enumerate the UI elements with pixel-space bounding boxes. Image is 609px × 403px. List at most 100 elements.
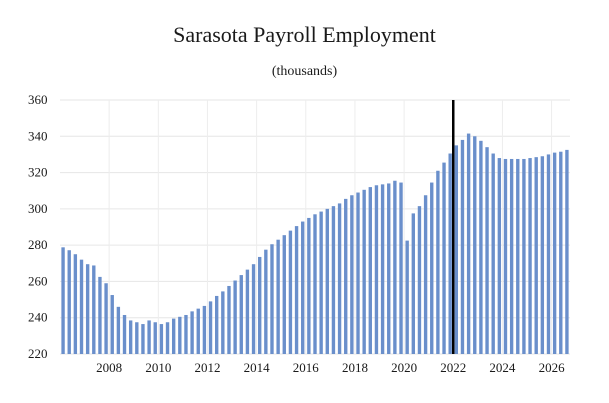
bar (135, 322, 139, 354)
bar (110, 295, 114, 354)
bar (448, 153, 452, 354)
bar (423, 195, 428, 354)
bar (141, 324, 145, 354)
bar (122, 314, 127, 354)
bar (559, 151, 563, 354)
bar (233, 280, 237, 354)
bar (319, 211, 323, 354)
bar (405, 240, 409, 354)
y-tick-label: 320 (28, 165, 48, 180)
bar (313, 214, 317, 354)
bar (239, 275, 243, 354)
bar (344, 198, 348, 354)
chart-title: Sarasota Payroll Employment (173, 22, 436, 47)
bar (528, 158, 532, 354)
y-axis-ticks: 220 240 260 280 300 320 340 360 (28, 92, 48, 361)
bar (485, 147, 489, 354)
bar (540, 156, 545, 354)
y-tick-label: 220 (28, 346, 48, 361)
y-tick-label: 260 (28, 273, 48, 288)
bar (331, 206, 336, 354)
bar (159, 324, 164, 354)
chart-subtitle: (thousands) (271, 64, 338, 79)
bar (516, 158, 520, 354)
bar (208, 301, 213, 354)
bar (92, 265, 96, 354)
bar (454, 145, 459, 354)
x-tick-label: 2016 (293, 360, 320, 375)
bar (288, 230, 293, 354)
bar (522, 158, 526, 354)
x-axis-ticks: 2008 2010 2012 2014 2016 2018 2020 2022 2024 2026 (96, 360, 565, 375)
bar (368, 187, 372, 354)
bar (251, 264, 256, 354)
bar (460, 139, 465, 354)
x-tick-label: 2026 (539, 360, 566, 375)
bar (294, 226, 299, 354)
bar (350, 195, 354, 354)
bar (116, 306, 121, 354)
bar (417, 206, 422, 354)
bar (128, 320, 133, 354)
bar (399, 182, 403, 354)
bar (479, 140, 483, 354)
x-tick-label: 2018 (342, 360, 368, 375)
bar (473, 136, 477, 354)
bar (307, 217, 311, 354)
bar (509, 158, 514, 354)
bar (362, 189, 366, 354)
bar (387, 183, 391, 354)
bar (546, 154, 551, 354)
bar (190, 311, 194, 354)
bar (165, 322, 170, 354)
y-tick-label: 280 (28, 237, 48, 252)
bar (171, 318, 176, 354)
bar (196, 308, 200, 354)
bar (565, 149, 569, 354)
x-tick-label: 2012 (194, 360, 220, 375)
bar (503, 158, 508, 354)
bar (214, 295, 219, 354)
bar (380, 184, 385, 354)
bar (337, 203, 342, 354)
bar (85, 264, 90, 354)
bar (61, 247, 65, 354)
x-tick-label: 2014 (244, 360, 271, 375)
x-tick-label: 2024 (489, 360, 516, 375)
bar (534, 157, 538, 354)
bar (436, 170, 440, 354)
bar (221, 291, 225, 354)
bar (258, 256, 262, 354)
bar (325, 208, 329, 354)
bar (270, 244, 274, 354)
y-tick-label: 340 (28, 128, 48, 143)
bar (79, 259, 84, 354)
bar (374, 185, 379, 354)
bar (153, 322, 157, 354)
x-tick-label: 2008 (96, 360, 122, 375)
bar (393, 180, 397, 354)
bar (442, 162, 446, 354)
y-tick-label: 240 (28, 310, 48, 325)
bar (73, 254, 78, 354)
bar (552, 152, 557, 354)
y-tick-label: 360 (28, 92, 48, 107)
bar (147, 320, 151, 354)
y-tick-label: 300 (28, 201, 48, 216)
bar (98, 276, 102, 354)
bar (301, 221, 305, 354)
bar (356, 192, 360, 354)
bar (227, 285, 231, 354)
x-tick-label: 2020 (391, 360, 417, 375)
bar (276, 239, 280, 354)
bar (491, 153, 495, 354)
bar-series (61, 133, 569, 354)
bar (264, 249, 268, 354)
bar (497, 158, 502, 354)
x-tick-label: 2022 (440, 360, 466, 375)
bar (430, 182, 434, 354)
bar (178, 316, 182, 354)
x-tick-label: 2010 (145, 360, 171, 375)
bar (202, 305, 207, 354)
